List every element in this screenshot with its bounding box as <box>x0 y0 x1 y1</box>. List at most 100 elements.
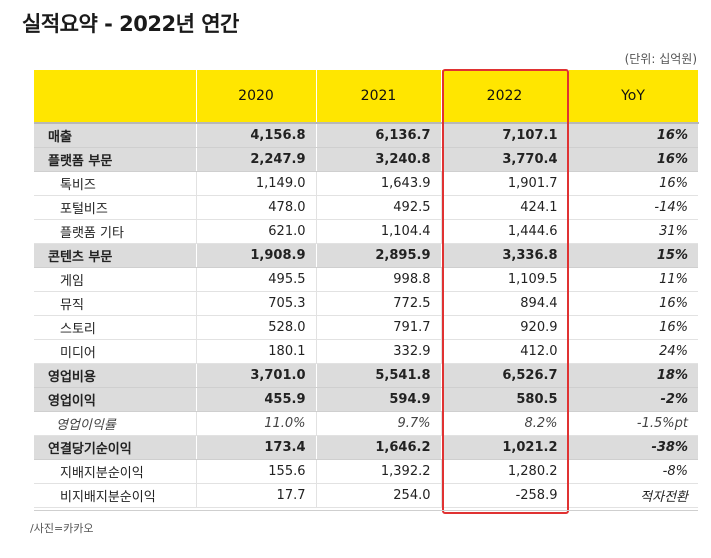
cell-2020: 11.0% <box>196 411 317 436</box>
cell-yoy: -38% <box>568 435 698 460</box>
cell-yoy: -1.5%pt <box>568 411 698 436</box>
row-label: 뮤직 <box>34 291 197 316</box>
row-label: 영업이익률 <box>34 411 197 436</box>
table-row: 스토리 528.0 791.7 920.9 16% <box>34 315 698 340</box>
header-2022: 2022 <box>441 70 569 123</box>
cell-2022: 1,280.2 <box>441 459 569 484</box>
cell-yoy: 16% <box>568 315 698 340</box>
cell-2022: 920.9 <box>441 315 569 340</box>
table-header-row: 2020 2021 2022 YoY <box>34 70 699 123</box>
table-row: 콘텐츠 부문 1,908.9 2,895.9 3,336.8 15% <box>34 243 698 268</box>
cell-yoy: 18% <box>568 363 698 388</box>
row-label: 연결당기순이익 <box>34 435 197 460</box>
row-label: 지배지분순이익 <box>34 459 197 484</box>
row-label: 플랫폼 기타 <box>34 219 197 244</box>
photo-source-caption: /사진=카카오 <box>30 522 94 535</box>
row-label: 플랫폼 부문 <box>34 147 197 172</box>
table-row: 영업비용 3,701.0 5,541.8 6,526.7 18% <box>34 363 698 388</box>
cell-2022: 7,107.1 <box>441 122 569 148</box>
cell-2022: 894.4 <box>441 291 569 316</box>
cell-yoy: -2% <box>568 387 698 412</box>
table-row: 매출 4,156.8 6,136.7 7,107.1 16% <box>34 122 698 148</box>
cell-2021: 1,643.9 <box>316 171 442 196</box>
cell-2020: 155.6 <box>196 459 317 484</box>
cell-2020: 1,908.9 <box>196 243 317 268</box>
table-row: 미디어 180.1 332.9 412.0 24% <box>34 339 698 364</box>
cell-yoy: 31% <box>568 219 698 244</box>
cell-2020: 17.7 <box>196 483 317 508</box>
cell-2020: 4,156.8 <box>196 122 317 148</box>
table-row: 뮤직 705.3 772.5 894.4 16% <box>34 291 698 316</box>
table-row: 플랫폼 부문 2,247.9 3,240.8 3,770.4 16% <box>34 147 698 172</box>
cell-2021: 492.5 <box>316 195 442 220</box>
summary-table-container: 2020 2021 2022 YoY 매출 4,156.8 6,136.7 7,… <box>34 70 699 508</box>
header-yoy: YoY <box>568 70 699 123</box>
cell-2022: 1,901.7 <box>441 171 569 196</box>
cell-2021: 791.7 <box>316 315 442 340</box>
cell-2020: 705.3 <box>196 291 317 316</box>
cell-2020: 478.0 <box>196 195 317 220</box>
cell-2022: 1,109.5 <box>441 267 569 292</box>
cell-2022: 3,770.4 <box>441 147 569 172</box>
bottom-divider <box>34 510 698 511</box>
table-row: 영업이익률 11.0% 9.7% 8.2% -1.5%pt <box>34 411 698 436</box>
cell-2021: 5,541.8 <box>316 363 442 388</box>
cell-2020: 180.1 <box>196 339 317 364</box>
page-title: 실적요약 - 2022년 연간 <box>22 12 239 36</box>
cell-2020: 173.4 <box>196 435 317 460</box>
cell-2021: 1,392.2 <box>316 459 442 484</box>
table-row: 플랫폼 기타 621.0 1,104.4 1,444.6 31% <box>34 219 698 244</box>
cell-2020: 455.9 <box>196 387 317 412</box>
cell-2021: 254.0 <box>316 483 442 508</box>
summary-table: 2020 2021 2022 YoY 매출 4,156.8 6,136.7 7,… <box>34 70 699 508</box>
header-2020: 2020 <box>196 70 317 123</box>
header-2021: 2021 <box>316 70 442 123</box>
cell-2021: 9.7% <box>316 411 442 436</box>
cell-2021: 1,646.2 <box>316 435 442 460</box>
cell-2021: 332.9 <box>316 339 442 364</box>
cell-2022: 580.5 <box>441 387 569 412</box>
cell-2022: 1,444.6 <box>441 219 569 244</box>
cell-2020: 495.5 <box>196 267 317 292</box>
cell-2022: 8.2% <box>441 411 569 436</box>
cell-yoy: 16% <box>568 171 698 196</box>
row-label: 콘텐츠 부문 <box>34 243 197 268</box>
cell-yoy: -14% <box>568 195 698 220</box>
row-label: 영업비용 <box>34 363 197 388</box>
cell-2021: 594.9 <box>316 387 442 412</box>
cell-2021: 772.5 <box>316 291 442 316</box>
row-label: 영업이익 <box>34 387 197 412</box>
row-label: 톡비즈 <box>34 171 197 196</box>
cell-2022: 412.0 <box>441 339 569 364</box>
cell-2021: 3,240.8 <box>316 147 442 172</box>
table-row: 게임 495.5 998.8 1,109.5 11% <box>34 267 698 292</box>
cell-yoy: 15% <box>568 243 698 268</box>
cell-2022: 424.1 <box>441 195 569 220</box>
row-label: 비지배지분순이익 <box>34 483 197 508</box>
table-row: 톡비즈 1,149.0 1,643.9 1,901.7 16% <box>34 171 698 196</box>
unit-label: (단위: 십억원) <box>624 52 697 66</box>
cell-2022: -258.9 <box>441 483 569 508</box>
cell-yoy: 16% <box>568 122 698 148</box>
cell-2020: 528.0 <box>196 315 317 340</box>
table-row: 지배지분순이익 155.6 1,392.2 1,280.2 -8% <box>34 459 698 484</box>
row-label: 매출 <box>34 122 197 148</box>
cell-2021: 1,104.4 <box>316 219 442 244</box>
cell-yoy: 16% <box>568 147 698 172</box>
table-row: 연결당기순이익 173.4 1,646.2 1,021.2 -38% <box>34 435 698 460</box>
table-row: 비지배지분순이익 17.7 254.0 -258.9 적자전환 <box>34 483 698 508</box>
cell-yoy: 11% <box>568 267 698 292</box>
cell-yoy: 16% <box>568 291 698 316</box>
cell-2022: 3,336.8 <box>441 243 569 268</box>
row-label: 스토리 <box>34 315 197 340</box>
cell-2020: 1,149.0 <box>196 171 317 196</box>
cell-2022: 1,021.2 <box>441 435 569 460</box>
table-row: 포털비즈 478.0 492.5 424.1 -14% <box>34 195 698 220</box>
table-row: 영업이익 455.9 594.9 580.5 -2% <box>34 387 698 412</box>
cell-yoy: -8% <box>568 459 698 484</box>
cell-yoy: 24% <box>568 339 698 364</box>
header-label <box>34 70 197 123</box>
row-label: 포털비즈 <box>34 195 197 220</box>
cell-2020: 621.0 <box>196 219 317 244</box>
cell-2020: 2,247.9 <box>196 147 317 172</box>
